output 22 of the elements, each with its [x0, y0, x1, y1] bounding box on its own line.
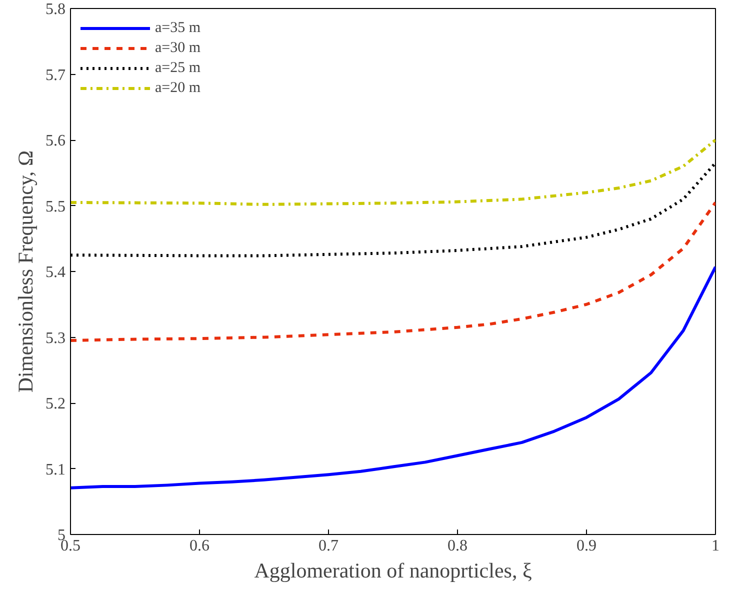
legend-label: a=35 m [155, 20, 201, 36]
y-tick-label: 5.1 [46, 461, 66, 478]
x-axis-title: Agglomeration of nanoprticles, ξ [254, 558, 532, 582]
y-tick-label: 5.5 [46, 198, 66, 216]
y-tick-label: 5.8 [46, 1, 66, 18]
y-tick-label: 5.7 [46, 66, 66, 84]
x-tick-label: 0.9 [576, 538, 596, 554]
x-tick-label: 0.7 [318, 538, 338, 554]
y-tick-label: 5.2 [46, 396, 66, 412]
y-axis-title: Dimensionless Frequency, Ω [14, 150, 38, 393]
x-tick-label: 0.8 [448, 538, 468, 554]
y-tick-label: 5.3 [46, 330, 66, 347]
legend-label: a=30 m [155, 40, 201, 56]
y-tick-label: 5.4 [46, 264, 66, 281]
line-series [70, 265, 716, 490]
legend-label: a=25 m [155, 60, 201, 76]
line-series [70, 138, 716, 206]
legend-label: a=20 m [155, 80, 201, 96]
y-tick-label: 5.6 [46, 132, 66, 150]
x-tick-label: 0.6 [190, 538, 210, 554]
line-series [70, 200, 716, 342]
x-tick-label: 1 [712, 538, 720, 554]
